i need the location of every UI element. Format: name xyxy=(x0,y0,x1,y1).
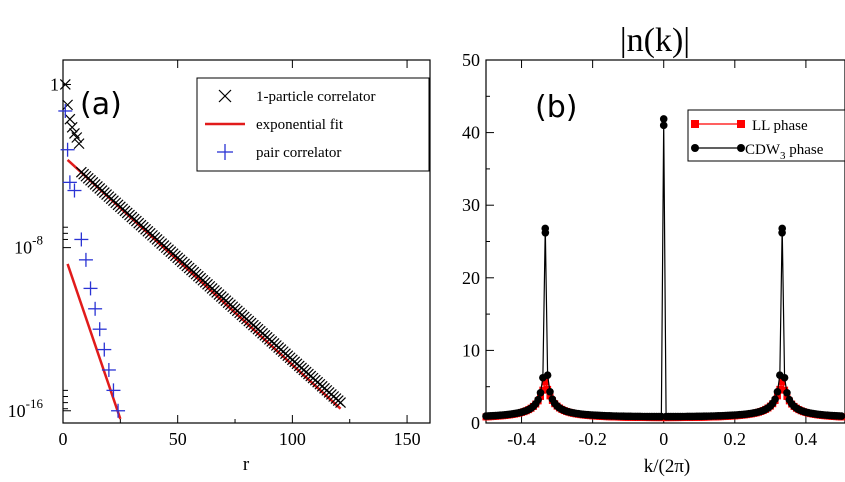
panel-a-y-tick-label: 10-16 xyxy=(8,396,44,421)
legend-label: pair correlator xyxy=(256,145,341,161)
ll-phase-point xyxy=(778,378,786,386)
panel-b-y-tick-label: 10 xyxy=(462,340,480,360)
one-particle-point xyxy=(71,132,83,143)
panel-b-y-tick-label: 0 xyxy=(471,413,480,433)
ll-phase-point xyxy=(541,378,549,386)
pair-correlator-point xyxy=(60,142,75,157)
legend-label: LL phase xyxy=(752,118,808,134)
cdw3-phase-point xyxy=(659,121,668,130)
cdw3-phase-point xyxy=(534,395,542,404)
pair-correlator-point xyxy=(74,232,89,247)
legend-ll-marker xyxy=(737,120,745,128)
cdw3-phase-point xyxy=(783,388,791,397)
panel-b-y-tick-label: 50 xyxy=(462,50,480,70)
panel-a-x-tick-label: 100 xyxy=(279,429,306,449)
panel-b-legend-box xyxy=(687,109,845,162)
pair-correlator-point xyxy=(62,175,77,190)
panel-a-legend: 1-particle correlator exponential fit pair… xyxy=(196,77,430,172)
panel-b-y-tick-label: 20 xyxy=(462,268,480,288)
panel-a-label: (a) xyxy=(80,87,122,122)
panel-b-x-tick-label: -0.2 xyxy=(578,429,607,449)
panel-b-x-tick-label: 0 xyxy=(659,429,668,449)
cdw3-phase-point xyxy=(837,412,845,420)
cdw3-phase-point xyxy=(546,387,554,396)
legend-cdw-marker xyxy=(691,144,699,152)
one-particle-point xyxy=(64,113,76,125)
cdw3-phase-line xyxy=(485,118,842,418)
one-particle-point xyxy=(62,99,74,111)
cdw3-phase-point xyxy=(778,224,787,233)
cdw3-phase-point xyxy=(543,371,552,380)
one-particle-point xyxy=(335,397,346,409)
one-particle-point xyxy=(73,138,85,150)
panel-b-y-tick-label: 30 xyxy=(462,195,480,215)
panel-b-title: |n(k)| xyxy=(620,22,690,59)
panel-b: -0.4 -0.2 0 0.2 0.4 0 10 20 30 40 50 |n(k)| (b) k… xyxy=(462,22,845,477)
legend-marker-plus xyxy=(217,144,233,160)
pair-correlator-point xyxy=(88,301,103,316)
ll-phase-point xyxy=(546,392,554,400)
pair-correlator-point xyxy=(106,383,121,398)
cdw3-phase-point xyxy=(771,395,779,403)
panel-b-x-tick-label: 0.4 xyxy=(795,429,818,449)
legend-label: CDW3 phase xyxy=(745,142,824,162)
pair-correlator-point xyxy=(92,322,107,337)
panel-a-y-tick-label: 10-8 xyxy=(14,233,43,258)
pair-correlator-point xyxy=(111,403,126,418)
cdw3-phase-point xyxy=(780,373,789,382)
cdw3-phase-point xyxy=(773,387,782,396)
pair-correlator-point xyxy=(78,252,93,267)
legend-marker-x xyxy=(218,89,232,103)
pair-correlator-point xyxy=(83,281,98,296)
panel-a-y-tick-label: 1 xyxy=(50,74,59,94)
pair-correlator-point xyxy=(67,183,82,198)
cdw3-phase-point xyxy=(659,115,668,123)
panel-b-x-tick-label: -0.4 xyxy=(507,429,536,449)
panel-a-frame xyxy=(62,59,431,424)
ll-phase-point xyxy=(773,392,781,400)
pair-correlator-point xyxy=(101,362,116,377)
pair-correlator-point xyxy=(97,342,112,357)
panel-b-label: (b) xyxy=(535,90,577,125)
panel-a-x-tick-label: 150 xyxy=(394,429,421,449)
cdw3-phase-point xyxy=(541,228,550,237)
cdw3-phase-point xyxy=(536,388,545,397)
one-particle-point xyxy=(59,79,71,90)
legend-label: 1-particle correlator xyxy=(256,89,376,105)
panel-b-legend: LL phase CDW3 phase xyxy=(687,109,845,162)
legend-ll-marker xyxy=(691,120,699,128)
legend-label: exponential fit xyxy=(256,117,344,133)
legend-cdw-marker xyxy=(737,144,745,152)
panel-a: 0 50 100 150 1 10-8 10-16 (a) r 1-particle co… xyxy=(8,59,431,475)
panel-a-x-tick-label: 50 xyxy=(169,429,187,449)
panel-b-x-axis-label: k/(2π) xyxy=(644,456,691,477)
exponential-fit-line xyxy=(66,263,122,420)
pair-correlator-point xyxy=(58,103,73,118)
panel-b-x-tick-label: 0.2 xyxy=(724,429,747,449)
panel-b-y-tick-label: 40 xyxy=(462,123,480,143)
panel-a-x-axis-label: r xyxy=(243,454,250,475)
one-particle-point xyxy=(66,121,78,133)
panel-a-x-tick-label: 0 xyxy=(59,429,68,449)
